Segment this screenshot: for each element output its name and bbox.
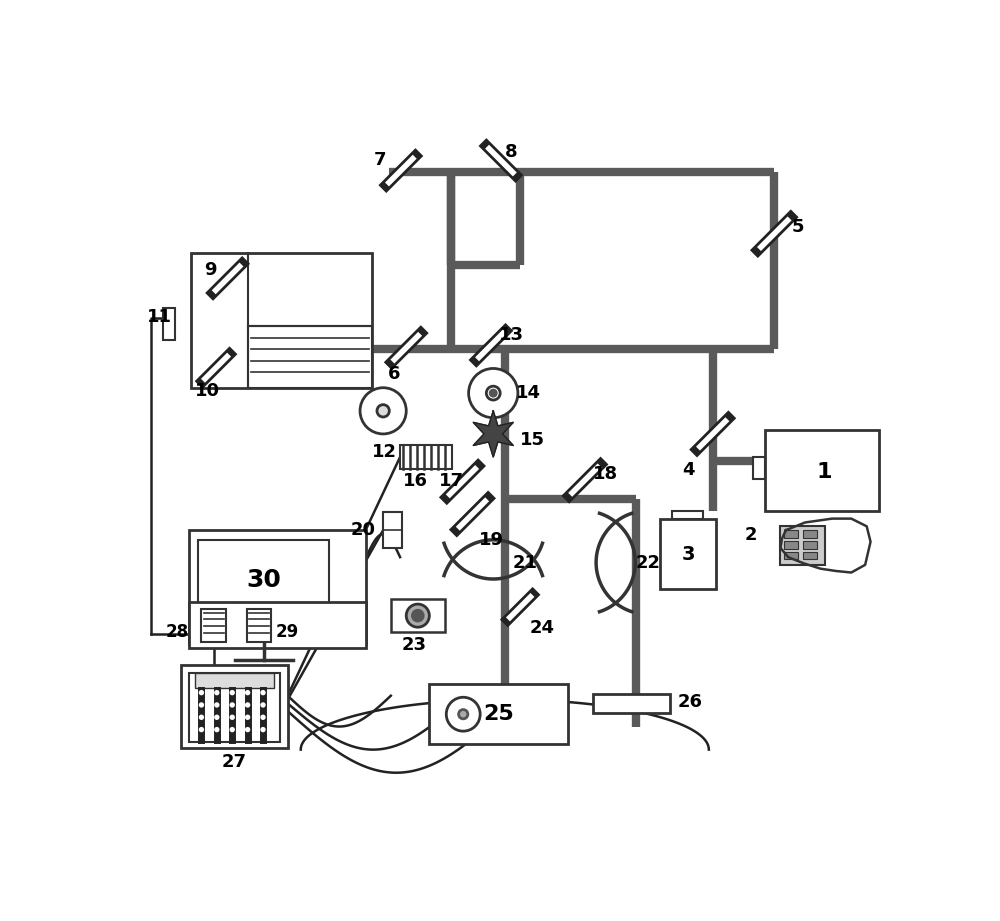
Circle shape [260, 715, 266, 720]
Text: 1: 1 [817, 462, 832, 483]
Circle shape [199, 690, 204, 695]
Text: 5: 5 [792, 218, 805, 237]
Text: 27: 27 [222, 753, 247, 772]
Bar [803, 530, 817, 538]
Text: 14: 14 [516, 384, 541, 402]
Bar [189, 601, 366, 648]
Bar [593, 694, 670, 713]
Circle shape [245, 727, 250, 732]
Text: 8: 8 [505, 143, 517, 161]
Bar [247, 610, 271, 642]
Text: 7: 7 [374, 150, 386, 169]
Circle shape [214, 690, 220, 695]
Text: 16: 16 [403, 472, 428, 490]
Circle shape [230, 703, 235, 707]
Text: 26: 26 [678, 693, 703, 711]
Circle shape [260, 690, 266, 695]
Bar [803, 552, 817, 559]
Circle shape [214, 703, 220, 707]
Circle shape [245, 715, 250, 720]
Text: 21: 21 [512, 554, 538, 572]
Circle shape [459, 709, 468, 718]
Text: 12: 12 [372, 443, 397, 461]
Circle shape [446, 697, 480, 731]
Bar [181, 665, 288, 748]
Circle shape [199, 727, 204, 732]
Circle shape [406, 604, 429, 627]
Circle shape [245, 703, 250, 707]
Bar [660, 519, 716, 589]
Bar [198, 541, 329, 621]
Text: 6: 6 [388, 365, 400, 382]
Text: 10: 10 [195, 381, 220, 400]
Text: 17: 17 [439, 472, 464, 490]
Text: 23: 23 [402, 635, 427, 654]
Circle shape [260, 703, 266, 707]
Circle shape [412, 611, 423, 621]
Circle shape [199, 703, 204, 707]
Text: 18: 18 [593, 465, 618, 483]
Text: 28: 28 [165, 623, 188, 641]
Circle shape [486, 386, 500, 400]
Bar [189, 530, 366, 644]
Bar [784, 530, 798, 538]
Bar [391, 600, 445, 632]
Circle shape [260, 727, 266, 732]
Bar [383, 512, 402, 548]
Bar [784, 541, 798, 549]
Circle shape [214, 715, 220, 720]
Bar [195, 672, 274, 688]
Circle shape [214, 727, 220, 732]
Bar [784, 552, 798, 559]
Bar [753, 457, 765, 479]
Bar [765, 430, 879, 511]
Text: 15: 15 [520, 431, 545, 449]
Circle shape [199, 715, 204, 720]
Text: 20: 20 [350, 521, 375, 539]
Text: 25: 25 [483, 705, 514, 724]
Circle shape [490, 390, 496, 396]
Text: 3: 3 [681, 544, 695, 564]
Bar [429, 684, 568, 744]
Bar [248, 326, 372, 388]
Circle shape [245, 690, 250, 695]
Text: 4: 4 [682, 460, 694, 479]
Text: 29: 29 [275, 623, 299, 641]
Text: 9: 9 [205, 262, 217, 279]
Text: 22: 22 [636, 554, 661, 572]
Bar [163, 308, 175, 340]
Bar [803, 541, 817, 549]
Circle shape [230, 727, 235, 732]
Bar [400, 446, 452, 469]
Text: 13: 13 [499, 326, 524, 344]
Bar [189, 672, 280, 742]
Circle shape [469, 368, 518, 418]
Text: 24: 24 [529, 619, 554, 636]
Bar [201, 610, 226, 642]
Circle shape [360, 388, 406, 434]
Text: 19: 19 [479, 530, 504, 549]
Polygon shape [473, 411, 513, 457]
Circle shape [377, 404, 389, 417]
Text: 11: 11 [147, 308, 172, 326]
Polygon shape [780, 519, 871, 573]
Bar [780, 526, 825, 565]
Circle shape [230, 715, 235, 720]
Text: 2: 2 [745, 526, 757, 544]
Text: 30: 30 [246, 568, 281, 592]
Circle shape [230, 690, 235, 695]
Bar [672, 511, 703, 519]
Bar [191, 253, 372, 388]
